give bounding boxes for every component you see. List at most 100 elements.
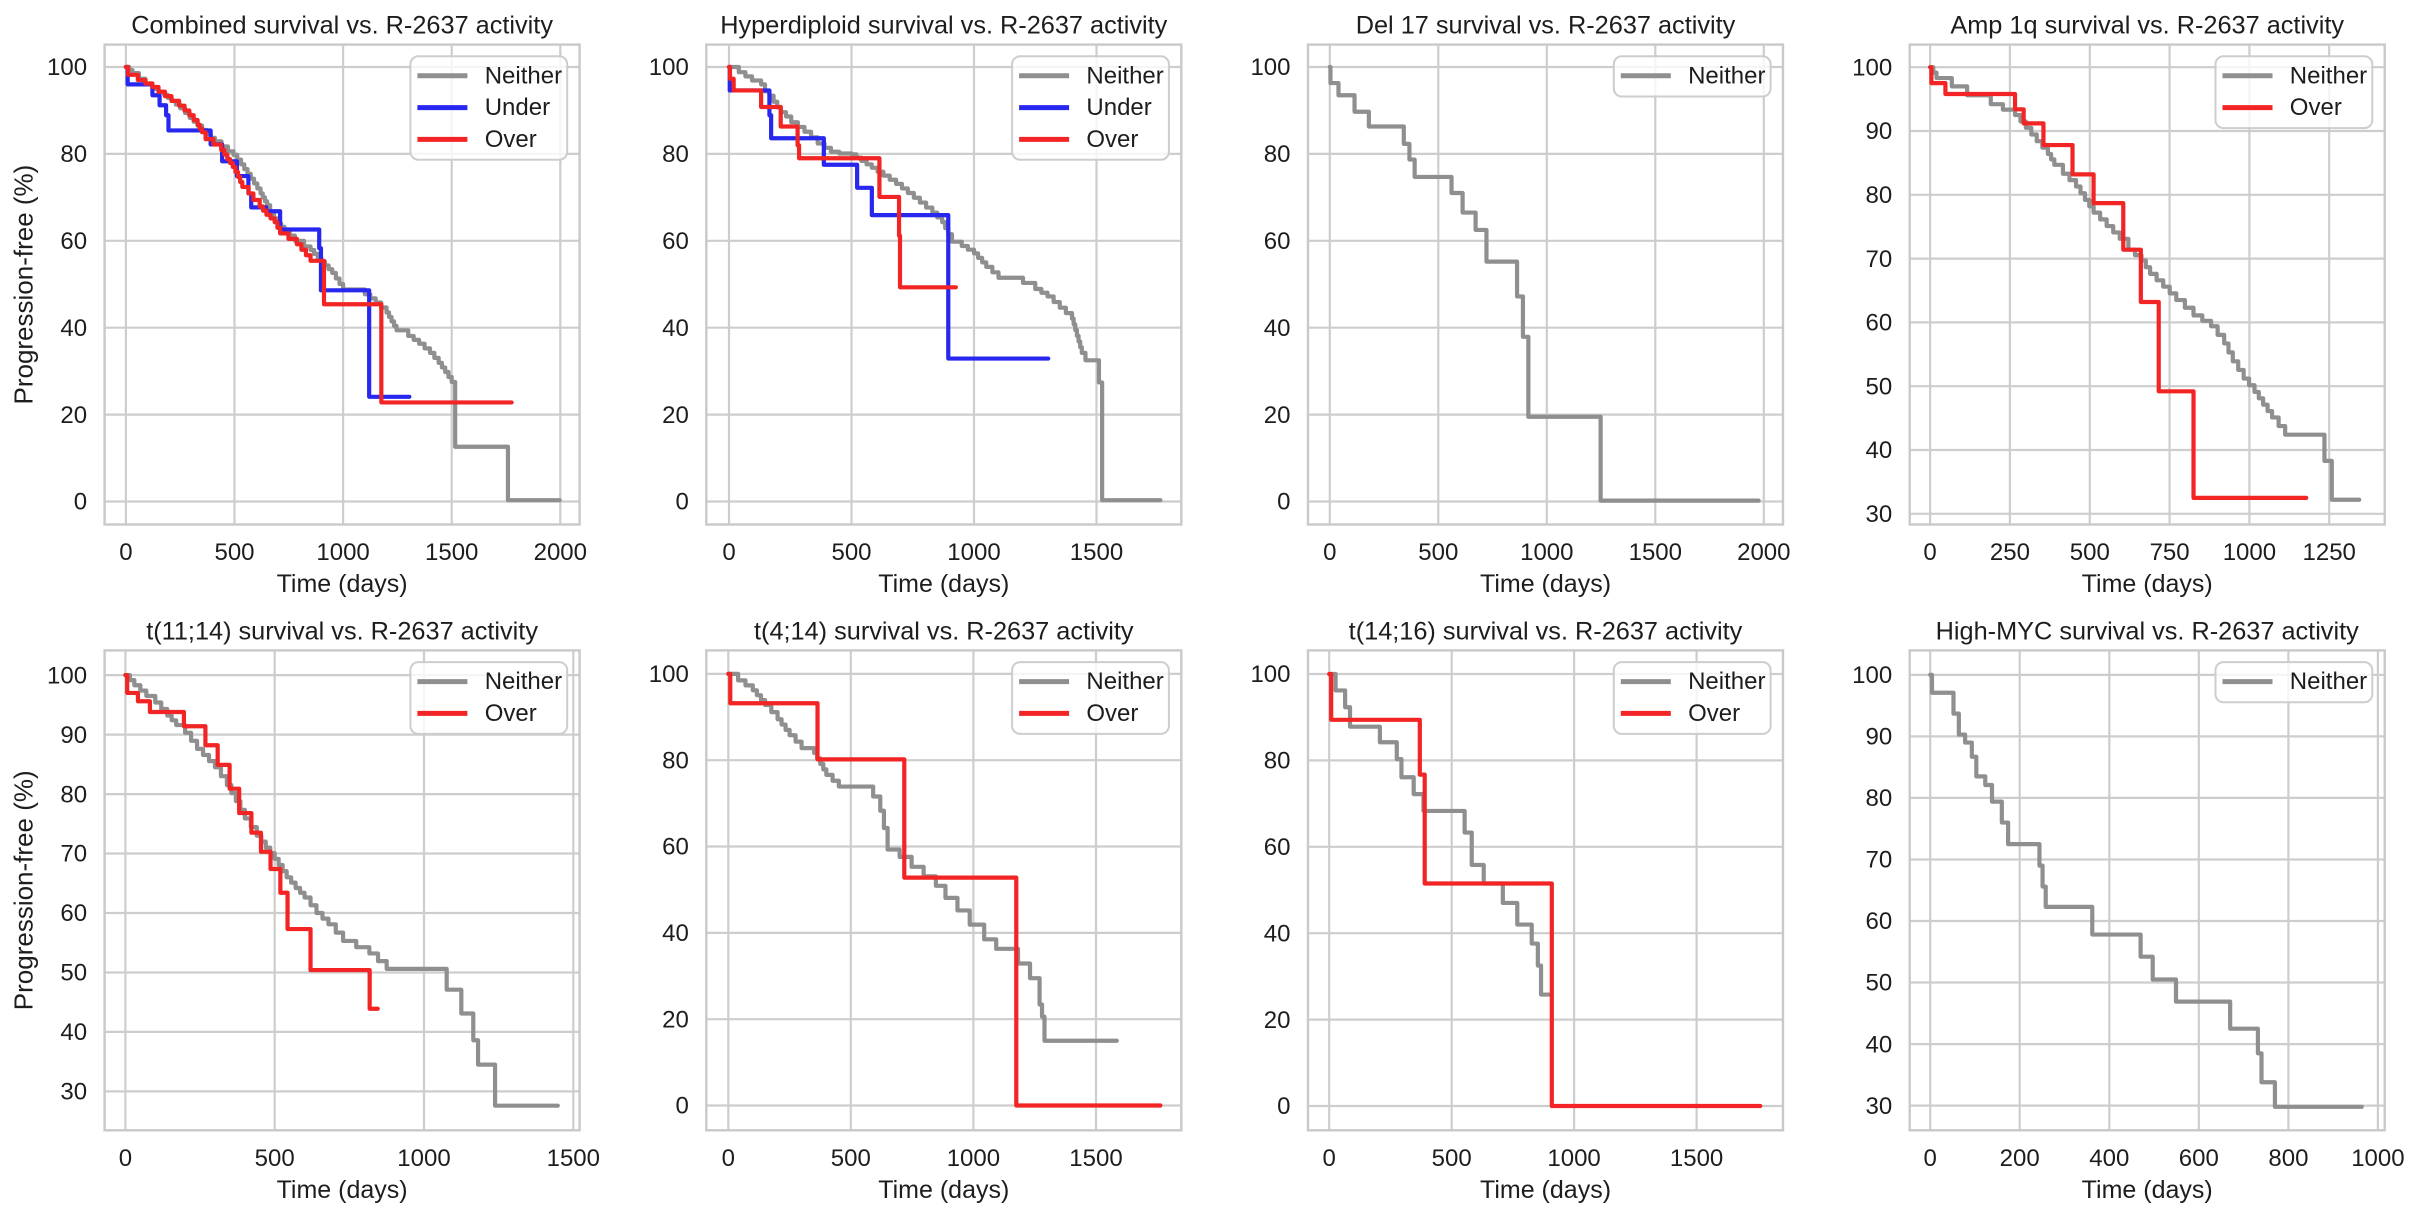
svg-text:70: 70	[1865, 246, 1892, 273]
svg-text:90: 90	[1865, 118, 1892, 145]
svg-text:20: 20	[662, 402, 689, 429]
svg-text:20: 20	[60, 402, 87, 429]
svg-text:2000: 2000	[534, 539, 587, 566]
svg-text:0: 0	[722, 1145, 735, 1172]
svg-text:50: 50	[60, 960, 87, 987]
svg-text:0: 0	[1277, 489, 1290, 516]
svg-text:1250: 1250	[2303, 539, 2356, 566]
svg-text:Time (days): Time (days)	[1480, 570, 1611, 598]
svg-text:70: 70	[60, 841, 87, 868]
svg-text:70: 70	[1865, 847, 1892, 874]
svg-text:100: 100	[649, 661, 689, 688]
svg-text:20: 20	[1264, 402, 1291, 429]
svg-text:Neither: Neither	[2290, 62, 2367, 89]
svg-text:80: 80	[1264, 141, 1291, 168]
svg-text:100: 100	[1852, 662, 1892, 689]
svg-text:400: 400	[2089, 1145, 2129, 1172]
svg-text:500: 500	[2070, 539, 2110, 566]
svg-text:750: 750	[2150, 539, 2190, 566]
svg-text:t(14;16) survival vs. R-2637 a: t(14;16) survival vs. R-2637 activity	[1349, 617, 1743, 645]
svg-text:40: 40	[662, 920, 689, 947]
svg-text:600: 600	[2179, 1145, 2219, 1172]
svg-text:80: 80	[662, 141, 689, 168]
svg-text:40: 40	[1264, 315, 1291, 342]
svg-text:60: 60	[1865, 310, 1892, 337]
svg-text:80: 80	[1865, 785, 1892, 812]
svg-text:Time (days): Time (days)	[2082, 1176, 2213, 1204]
svg-text:1000: 1000	[1547, 1145, 1600, 1172]
svg-text:50: 50	[1865, 970, 1892, 997]
svg-text:20: 20	[662, 1006, 689, 1033]
svg-text:Over: Over	[485, 700, 537, 727]
svg-text:100: 100	[1852, 54, 1892, 81]
svg-text:Under: Under	[485, 94, 550, 121]
svg-text:0: 0	[722, 539, 735, 566]
svg-text:0: 0	[1323, 1145, 1336, 1172]
svg-text:Progression-free (%): Progression-free (%)	[9, 165, 39, 405]
svg-text:40: 40	[1264, 920, 1291, 947]
svg-text:100: 100	[649, 54, 689, 81]
svg-text:Time (days): Time (days)	[878, 570, 1009, 598]
svg-text:Combined survival vs. R-2637 a: Combined survival vs. R-2637 activity	[131, 12, 553, 40]
svg-text:0: 0	[675, 1093, 688, 1120]
svg-text:800: 800	[2268, 1145, 2308, 1172]
svg-text:500: 500	[831, 1145, 871, 1172]
svg-text:Progression-free (%): Progression-free (%)	[9, 770, 39, 1010]
svg-text:500: 500	[831, 539, 871, 566]
svg-text:0: 0	[119, 539, 132, 566]
svg-text:30: 30	[1865, 501, 1892, 528]
svg-text:60: 60	[1264, 228, 1291, 255]
svg-text:100: 100	[1250, 54, 1290, 81]
svg-text:Over: Over	[1688, 700, 1740, 727]
svg-text:2000: 2000	[1737, 539, 1790, 566]
svg-text:1500: 1500	[547, 1145, 600, 1172]
svg-text:60: 60	[1264, 834, 1291, 861]
svg-text:100: 100	[47, 54, 87, 81]
svg-text:0: 0	[74, 489, 87, 516]
svg-text:Time (days): Time (days)	[1480, 1176, 1611, 1204]
svg-text:30: 30	[60, 1079, 87, 1106]
svg-text:t(11;14) survival vs. R-2637 a: t(11;14) survival vs. R-2637 activity	[146, 617, 538, 645]
svg-text:1500: 1500	[1070, 539, 1123, 566]
svg-text:Neither: Neither	[1688, 62, 1765, 89]
svg-text:500: 500	[214, 539, 254, 566]
svg-text:1000: 1000	[316, 539, 369, 566]
svg-text:Under: Under	[1086, 94, 1151, 121]
svg-text:Time (days): Time (days)	[2082, 570, 2213, 598]
svg-text:Over: Over	[485, 126, 537, 153]
svg-text:1500: 1500	[1069, 1145, 1122, 1172]
svg-text:60: 60	[60, 900, 87, 927]
svg-text:Neither: Neither	[1086, 668, 1163, 695]
svg-text:20: 20	[1264, 1007, 1291, 1034]
svg-text:High-MYC survival vs. R-2637 a: High-MYC survival vs. R-2637 activity	[1936, 617, 2359, 645]
svg-text:500: 500	[1432, 1145, 1472, 1172]
svg-text:60: 60	[662, 834, 689, 861]
svg-text:t(4;14) survival vs. R-2637 ac: t(4;14) survival vs. R-2637 activity	[754, 617, 1134, 645]
svg-text:Time (days): Time (days)	[277, 570, 408, 598]
svg-text:Neither: Neither	[1688, 668, 1765, 695]
svg-text:40: 40	[60, 315, 87, 342]
svg-text:1000: 1000	[947, 1145, 1000, 1172]
svg-text:60: 60	[60, 228, 87, 255]
svg-text:500: 500	[1418, 539, 1458, 566]
svg-text:Time (days): Time (days)	[277, 1176, 408, 1204]
svg-text:0: 0	[1277, 1093, 1290, 1120]
svg-text:1500: 1500	[425, 539, 478, 566]
svg-text:Neither: Neither	[485, 668, 562, 695]
svg-text:40: 40	[662, 315, 689, 342]
svg-text:40: 40	[1865, 1031, 1892, 1058]
svg-text:80: 80	[662, 747, 689, 774]
svg-text:500: 500	[255, 1145, 295, 1172]
svg-text:40: 40	[60, 1019, 87, 1046]
svg-text:80: 80	[1264, 748, 1291, 775]
svg-text:1500: 1500	[1670, 1145, 1723, 1172]
svg-text:30: 30	[1865, 1093, 1892, 1120]
svg-text:0: 0	[1923, 539, 1936, 566]
svg-text:Time (days): Time (days)	[878, 1176, 1009, 1204]
svg-text:60: 60	[1865, 908, 1892, 935]
svg-text:0: 0	[119, 1145, 132, 1172]
svg-text:80: 80	[60, 141, 87, 168]
svg-text:0: 0	[675, 489, 688, 516]
svg-text:Amp 1q survival vs. R-2637 act: Amp 1q survival vs. R-2637 activity	[1950, 12, 2344, 40]
svg-text:250: 250	[1990, 539, 2030, 566]
